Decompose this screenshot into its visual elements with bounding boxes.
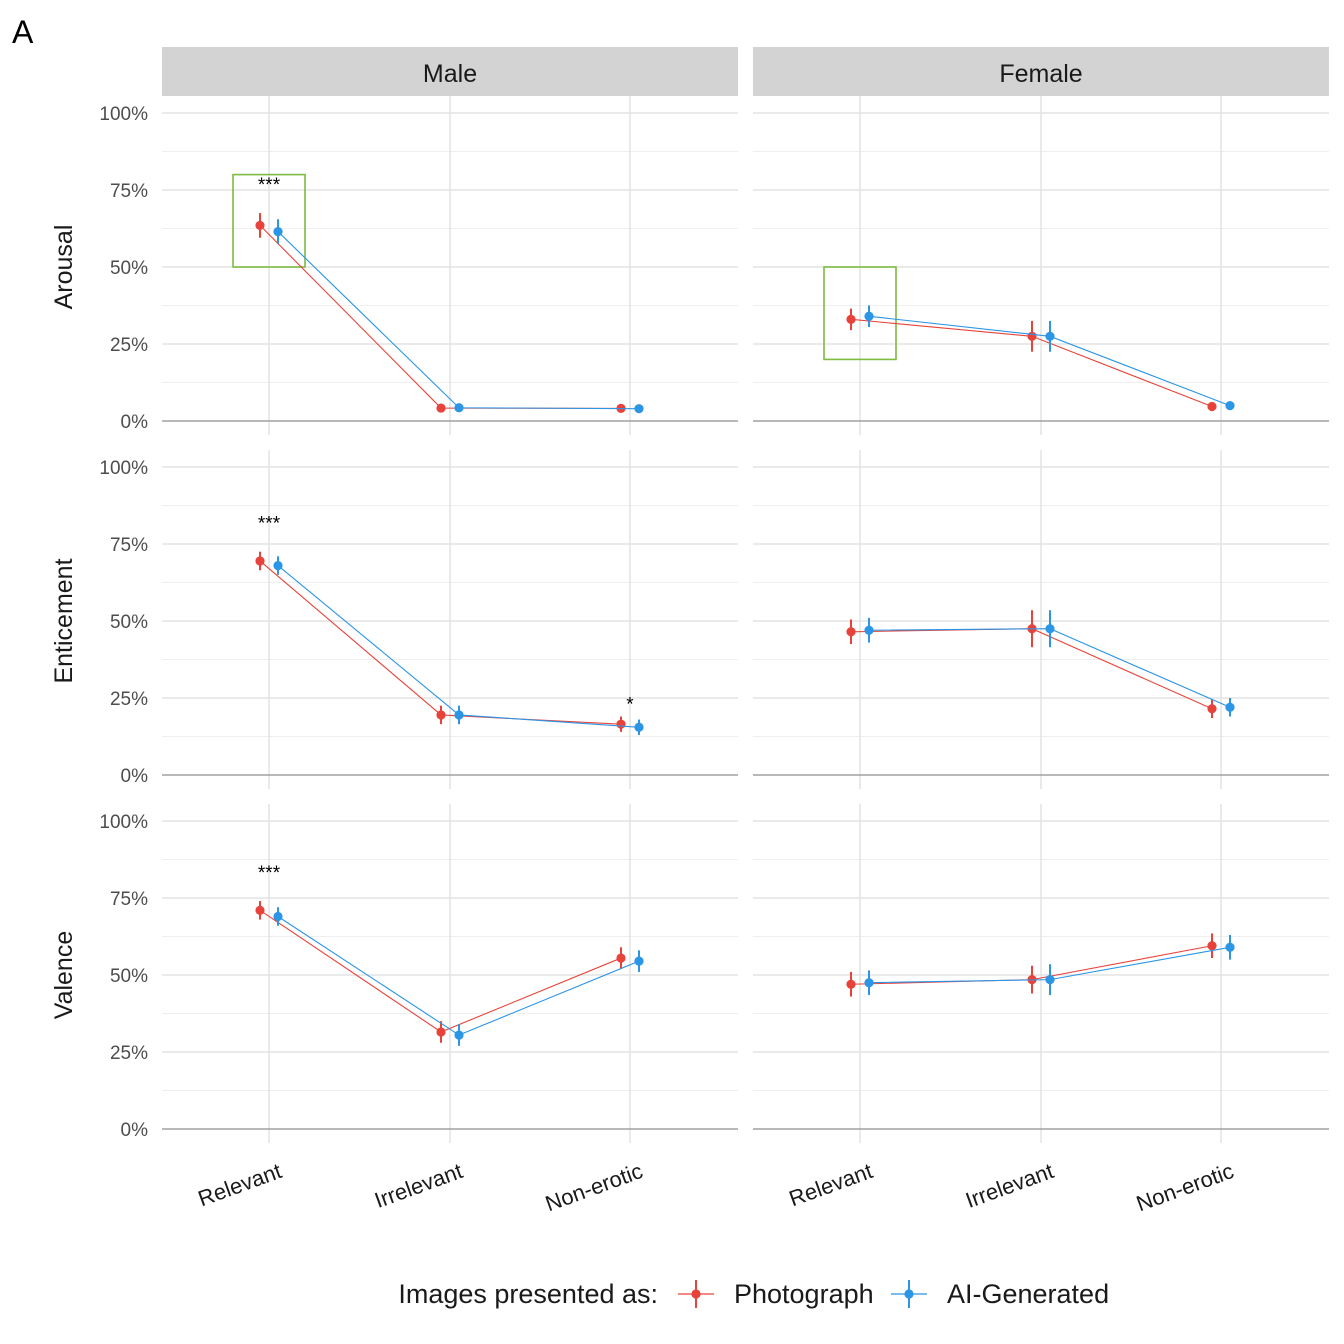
- panel-arousal-female: [846, 305, 1235, 412]
- data-point: [846, 627, 856, 637]
- x-tick-label: Irrelevant: [371, 1158, 466, 1213]
- y-tick-label: 0%: [121, 1120, 149, 1141]
- x-tick-label: Irrelevant: [962, 1158, 1057, 1213]
- data-point: [255, 220, 265, 231]
- significance-marker: ***: [258, 175, 281, 196]
- data-point: [616, 953, 626, 963]
- data-point: [273, 226, 283, 237]
- significance-marker: *: [626, 694, 634, 715]
- data-point: [436, 403, 446, 413]
- row-label-arousal: Arousal: [50, 225, 78, 310]
- facet-strip-male: [162, 47, 738, 96]
- row-label-enticement: Enticement: [50, 558, 78, 683]
- data-point: [436, 1027, 446, 1037]
- x-tick-label: Non-erotic: [1133, 1158, 1237, 1216]
- significance-marker: ***: [258, 514, 281, 535]
- data-point: [1225, 401, 1235, 411]
- panel-valence-male: ***: [255, 863, 644, 1046]
- facet-strip-female: [753, 47, 1329, 96]
- x-tick-label: Non-erotic: [542, 1158, 646, 1216]
- legend-label: AI-Generated: [947, 1279, 1109, 1309]
- y-tick-label: 50%: [110, 966, 148, 987]
- y-tick-label: 75%: [110, 889, 148, 910]
- legend-item-ai-generated: AI-Generated: [891, 1279, 1109, 1309]
- facet-strip-label: Female: [999, 60, 1082, 88]
- data-point: [864, 311, 874, 321]
- y-tick-label: 0%: [121, 766, 149, 787]
- data-point: [1225, 702, 1235, 712]
- data-point: [454, 403, 464, 413]
- y-tick-label: 25%: [110, 1043, 148, 1064]
- facet-strip-label: Male: [423, 60, 477, 88]
- y-tick-label: 50%: [110, 612, 148, 633]
- legend: Images presented as: Photograph AI-Generat…: [398, 1279, 1109, 1309]
- data-point: [634, 956, 644, 966]
- legend-title: Images presented as:: [398, 1279, 658, 1309]
- data-layer: **********: [255, 175, 1235, 1046]
- series-line-photograph: [259, 225, 622, 409]
- row-label-valence: Valence: [50, 931, 78, 1020]
- data-point: [1027, 331, 1037, 341]
- data-point: [1225, 942, 1235, 952]
- highlight-box: [232, 173, 306, 268]
- data-point: [273, 560, 283, 571]
- data-point: [255, 556, 265, 566]
- data-point: [634, 404, 644, 414]
- y-tick-label: 25%: [110, 689, 148, 710]
- data-point: [1207, 704, 1217, 714]
- data-point: [1045, 624, 1055, 634]
- series-line-ai-generated: [277, 565, 640, 728]
- facet-strips: Male Female: [162, 47, 1329, 96]
- y-tick-label: 100%: [99, 458, 148, 479]
- x-tick-label: Relevant: [786, 1158, 876, 1211]
- panel-valence-female: [846, 933, 1235, 997]
- data-point: [1045, 331, 1055, 341]
- data-point: [1207, 941, 1217, 951]
- data-point: [1207, 401, 1217, 412]
- grid-layer: [162, 96, 1329, 1143]
- legend-point: [904, 1289, 914, 1299]
- y-tick-label: 25%: [110, 335, 148, 356]
- y-tick-label: 75%: [110, 181, 148, 202]
- highlight-layer: [232, 173, 897, 361]
- y-tick-label: 0%: [121, 412, 149, 433]
- data-point: [273, 911, 283, 922]
- data-point: [616, 719, 626, 729]
- y-tick-label: 50%: [110, 258, 148, 279]
- data-point: [454, 1030, 464, 1040]
- panel-enticement-male: ****: [255, 514, 644, 735]
- panel-arousal-male: ***: [255, 175, 644, 414]
- legend-point: [691, 1289, 701, 1299]
- legend-item-photograph: Photograph: [678, 1279, 874, 1309]
- panel-label: A: [12, 14, 34, 50]
- data-point: [864, 625, 874, 635]
- legend-label: Photograph: [734, 1279, 874, 1309]
- highlight-box: [823, 266, 897, 361]
- data-point: [634, 722, 644, 732]
- significance-marker: ***: [258, 863, 281, 884]
- data-point: [846, 314, 856, 324]
- x-tick-label: Relevant: [195, 1158, 285, 1211]
- y-tick-label: 100%: [99, 104, 148, 125]
- data-point: [864, 978, 874, 988]
- data-point: [255, 905, 265, 915]
- y-tick-label: 75%: [110, 535, 148, 556]
- data-point: [1045, 975, 1055, 985]
- axes-layer: Arousal Enticement Valence 0% 25% 50% 75% 100% 0…: [50, 104, 1237, 1216]
- data-point: [846, 979, 856, 989]
- panel-enticement-female: [846, 610, 1235, 719]
- data-point: [454, 710, 464, 720]
- data-point: [436, 710, 446, 720]
- y-tick-label: 100%: [99, 812, 148, 833]
